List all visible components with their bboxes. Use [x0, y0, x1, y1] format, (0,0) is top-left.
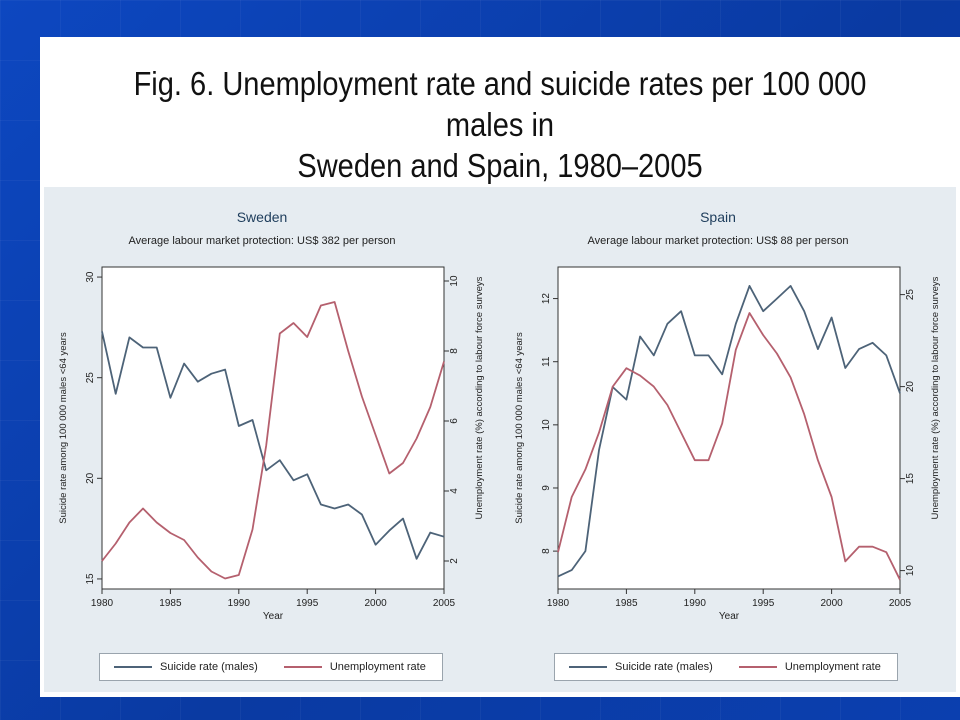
y-right-tick-label: 4: [449, 488, 460, 494]
x-tick-label: 2000: [820, 598, 843, 609]
y-right-tick-label: 20: [905, 381, 916, 393]
slide-title-line-2: Sweden and Spain, 1980–2005: [297, 147, 703, 184]
x-tick-label: 1990: [684, 598, 707, 609]
plot-area: [557, 266, 901, 590]
slide-title: Fig. 6. Unemployment rate and suicide ra…: [95, 63, 905, 186]
slide-title-line-1: Fig. 6. Unemployment rate and suicide ra…: [133, 65, 867, 143]
legend-label-suicide: Suicide rate (males): [160, 661, 258, 673]
legend-item-suicide: Suicide rate (males): [569, 661, 713, 673]
legend-swatch-suicide: [569, 666, 607, 668]
x-axis-label: Year: [263, 611, 284, 622]
x-tick-label: 1990: [228, 598, 251, 609]
sweden-chart: Sweden Average labour market protection: …: [58, 209, 485, 622]
y-right-tick-label: 15: [905, 473, 916, 485]
sweden-legend: Suicide rate (males) Unemployment rate: [99, 653, 443, 681]
chart-title: Spain: [700, 209, 736, 225]
x-tick-label: 1985: [615, 598, 638, 609]
legend-swatch-unemployment: [283, 666, 322, 668]
y-right-tick-label: 25: [905, 289, 916, 301]
series-line-suicide: [557, 285, 901, 578]
plot-area: [101, 266, 445, 590]
y-left-tick-label: 15: [85, 573, 96, 585]
spain-legend: Suicide rate (males) Unemployment rate: [554, 653, 898, 681]
legend-swatch-unemployment: [738, 666, 777, 668]
series-line-unemployment: [101, 301, 445, 580]
x-tick-label: 2005: [433, 598, 456, 609]
y-left-tick-label: 30: [85, 271, 96, 283]
legend-label-unemployment: Unemployment rate: [784, 661, 881, 673]
x-tick-label: 1980: [91, 598, 114, 609]
y-right-axis-label: Unemployment rate (%) according to labou…: [930, 276, 941, 519]
slide-content-panel: Fig. 6. Unemployment rate and suicide ra…: [40, 37, 960, 697]
x-tick-label: 1980: [547, 598, 570, 609]
series-line-unemployment: [557, 312, 901, 581]
figure-area: Sweden Average labour market protection: …: [44, 187, 956, 692]
legend-item-suicide: Suicide rate (males): [114, 661, 258, 673]
y-left-axis-label: Suicide rate among 100 000 males <64 yea…: [514, 332, 525, 524]
y-left-tick-label: 10: [541, 419, 552, 431]
series-line-suicide: [101, 331, 445, 560]
y-left-tick-label: 9: [541, 485, 552, 491]
chart-subtitle: Average labour market protection: US$ 88…: [588, 235, 849, 247]
x-tick-label: 1995: [296, 598, 319, 609]
legend-swatch-suicide: [114, 666, 152, 668]
y-left-axis-label: Suicide rate among 100 000 males <64 yea…: [58, 332, 69, 524]
y-left-tick-label: 11: [541, 356, 552, 367]
y-right-tick-label: 2: [449, 558, 460, 564]
y-left-tick-label: 8: [541, 548, 552, 554]
y-right-tick-label: 6: [449, 418, 460, 424]
spain-chart: Spain Average labour market protection: U…: [514, 209, 941, 622]
chart-subtitle: Average labour market protection: US$ 38…: [128, 235, 395, 247]
legend-label-unemployment: Unemployment rate: [329, 661, 426, 673]
chart-title: Sweden: [237, 209, 288, 225]
x-tick-label: 1995: [752, 598, 775, 609]
x-axis-label: Year: [719, 611, 740, 622]
y-left-tick-label: 25: [85, 372, 96, 384]
legend-item-unemployment: Unemployment rate: [283, 661, 426, 673]
x-tick-label: 2000: [364, 598, 387, 609]
legend-item-unemployment: Unemployment rate: [738, 661, 881, 673]
legend-label-suicide: Suicide rate (males): [615, 661, 713, 673]
y-right-axis-label: Unemployment rate (%) according to labou…: [474, 276, 485, 519]
y-right-tick-label: 10: [449, 275, 460, 287]
x-tick-label: 2005: [889, 598, 912, 609]
y-left-tick-label: 12: [541, 293, 552, 305]
y-right-tick-label: 8: [449, 348, 460, 354]
x-tick-label: 1985: [159, 598, 182, 609]
y-right-tick-label: 10: [905, 565, 916, 577]
y-left-tick-label: 20: [85, 472, 96, 484]
